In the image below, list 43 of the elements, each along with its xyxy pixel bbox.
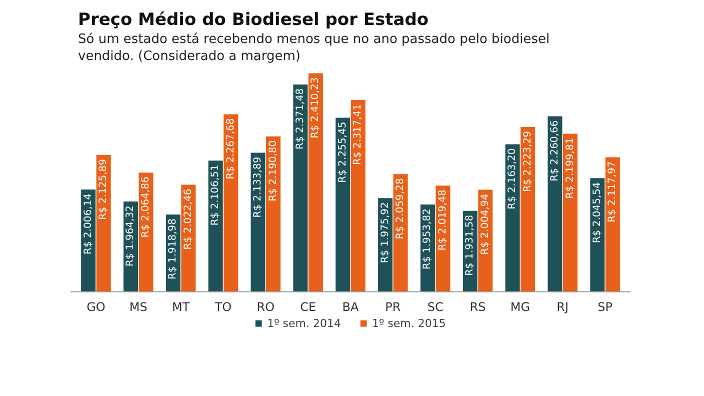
- data-label: R$ 2.223,29: [522, 130, 534, 192]
- x-tick-label: BA: [342, 300, 360, 314]
- x-tick-label: GO: [86, 300, 106, 314]
- data-label: R$ 2.317,41: [352, 104, 364, 165]
- data-label: R$ 2.106,51: [210, 164, 222, 226]
- chart-title: Preço Médio do Biodiesel por Estado: [78, 9, 429, 32]
- data-label: R$ 2.163,20: [507, 148, 518, 210]
- data-label: R$ 2.045,54: [592, 182, 603, 243]
- data-label: R$ 2.125,89: [98, 158, 110, 220]
- x-tick-label: TO: [214, 300, 232, 314]
- x-tick-label: SC: [427, 300, 444, 314]
- data-label: R$ 2.260,66: [549, 120, 560, 182]
- data-label: R$ 1.975,92: [380, 202, 391, 263]
- data-label: R$ 2.267,68: [225, 118, 236, 180]
- data-label: R$ 1.953,82: [422, 208, 434, 270]
- x-tick-label: MT: [172, 300, 190, 314]
- data-label: R$ 2.410,23: [310, 77, 322, 138]
- legend-label: 1º sem. 2015: [372, 316, 446, 330]
- x-tick-label: RJ: [556, 300, 569, 314]
- data-label: R$ 2.004,94: [480, 194, 491, 255]
- legend-label: 1º sem. 2014: [267, 316, 341, 330]
- x-tick-label: MG: [510, 300, 530, 314]
- data-label: R$ 2.064,86: [140, 176, 152, 238]
- data-label: R$ 2.199,81: [564, 138, 576, 199]
- data-label: R$ 1.918,98: [168, 218, 179, 280]
- data-label: R$ 2.006,14: [82, 193, 94, 254]
- data-label: R$ 2.117,97: [607, 161, 618, 222]
- chart-subtitle: Só um estado está recebendo menos que no ano passado pelo biodiesel vendido. (Considerado a margem): [78, 32, 551, 65]
- data-label: R$ 2.022,46: [182, 188, 194, 250]
- x-tick-label: SP: [598, 300, 612, 314]
- data-label: R$ 1.964,32: [125, 205, 136, 266]
- data-label: R$ 2.255,45: [337, 122, 348, 183]
- data-label: R$ 2.019,48: [437, 189, 448, 250]
- x-tick-label: PR: [385, 300, 401, 314]
- x-tick-label: CE: [300, 300, 316, 314]
- data-label: R$ 2.133,89: [252, 156, 264, 218]
- data-label: R$ 1.931,58: [464, 214, 476, 276]
- data-label: R$ 2.190,80: [268, 140, 279, 202]
- data-label: R$ 2.371,48: [294, 88, 306, 150]
- x-tick-label: MS: [129, 300, 148, 314]
- x-tick-label: RO: [256, 300, 275, 314]
- data-label: R$ 2.059,28: [395, 178, 406, 239]
- x-tick-label: RS: [470, 300, 486, 314]
